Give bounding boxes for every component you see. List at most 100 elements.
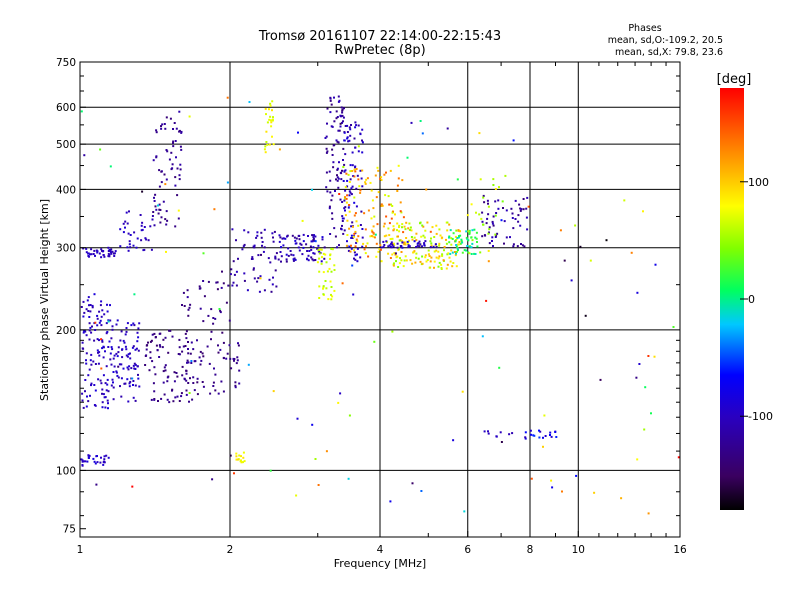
data-point xyxy=(226,352,229,355)
data-point xyxy=(221,331,224,334)
data-point xyxy=(96,250,99,253)
data-point xyxy=(494,233,497,236)
data-point xyxy=(202,320,205,323)
data-point xyxy=(131,377,134,380)
data-point xyxy=(454,235,457,238)
data-point xyxy=(270,125,273,128)
data-point xyxy=(347,173,350,176)
data-point xyxy=(130,367,133,370)
data-point xyxy=(343,207,346,210)
data-point xyxy=(164,183,167,186)
data-point xyxy=(192,348,195,351)
data-point xyxy=(263,289,266,292)
data-point xyxy=(270,121,273,124)
data-point xyxy=(526,228,529,231)
x-tick-label: 6 xyxy=(464,544,471,556)
data-point xyxy=(330,293,332,296)
data-point xyxy=(311,234,314,237)
data-point xyxy=(186,296,189,299)
data-point xyxy=(554,431,557,433)
data-point xyxy=(350,234,353,237)
data-point xyxy=(488,228,491,231)
data-point xyxy=(81,464,84,466)
data-point xyxy=(185,389,188,392)
data-point xyxy=(86,395,88,398)
data-point xyxy=(353,249,355,252)
data-point xyxy=(265,130,268,133)
data-point xyxy=(392,245,395,248)
data-point xyxy=(382,240,385,243)
data-point xyxy=(298,249,301,252)
data-point xyxy=(113,365,116,368)
data-point xyxy=(113,354,116,357)
data-point xyxy=(85,308,88,311)
data-point xyxy=(319,248,322,251)
data-point xyxy=(491,220,494,223)
data-point xyxy=(408,228,411,231)
data-point xyxy=(415,232,418,235)
data-point xyxy=(429,260,432,263)
data-point xyxy=(83,329,86,332)
data-point xyxy=(112,386,115,389)
data-point xyxy=(179,168,182,171)
data-point xyxy=(329,233,332,235)
data-point xyxy=(175,372,178,374)
data-point xyxy=(410,236,413,238)
data-point xyxy=(391,243,394,246)
data-point xyxy=(525,216,528,219)
data-point xyxy=(243,460,246,463)
data-point xyxy=(605,239,608,242)
data-point xyxy=(262,250,265,253)
data-point xyxy=(135,347,138,350)
data-point xyxy=(430,244,433,247)
data-point xyxy=(137,336,140,339)
data-point xyxy=(407,227,410,230)
data-point xyxy=(162,200,165,203)
data-point xyxy=(380,260,383,263)
y-tick-label: 300 xyxy=(56,243,76,255)
data-point xyxy=(233,358,236,360)
data-point xyxy=(443,249,445,252)
data-point xyxy=(409,259,412,262)
data-point xyxy=(410,121,413,124)
data-point xyxy=(106,310,109,313)
data-point xyxy=(172,128,174,130)
data-point xyxy=(107,252,110,255)
data-point xyxy=(129,234,132,236)
data-point xyxy=(391,237,394,240)
data-point xyxy=(475,211,477,214)
data-point xyxy=(491,222,494,225)
data-point xyxy=(86,460,89,463)
data-point xyxy=(511,212,514,215)
data-point xyxy=(134,363,137,366)
data-point xyxy=(311,258,314,261)
data-point xyxy=(543,414,546,417)
data-point xyxy=(370,235,373,237)
data-point xyxy=(372,232,375,235)
data-point xyxy=(379,248,382,251)
data-point xyxy=(107,402,109,405)
data-point xyxy=(481,220,484,223)
data-point xyxy=(139,214,142,216)
data-point xyxy=(328,205,331,208)
data-point xyxy=(342,120,344,123)
data-point xyxy=(494,188,497,190)
x-tick-label: 8 xyxy=(527,544,534,556)
data-point xyxy=(322,271,325,274)
data-point xyxy=(92,253,95,255)
data-point xyxy=(351,170,354,172)
data-point xyxy=(432,245,435,248)
data-point xyxy=(333,120,336,123)
data-point xyxy=(240,455,242,458)
data-point xyxy=(173,122,176,124)
data-point xyxy=(93,339,96,342)
data-point xyxy=(285,260,288,263)
data-point xyxy=(170,168,173,171)
data-point xyxy=(160,216,163,219)
data-point xyxy=(313,239,316,242)
data-point xyxy=(171,163,174,166)
data-point xyxy=(341,201,344,203)
data-point xyxy=(202,280,205,282)
data-point xyxy=(295,237,298,240)
data-point xyxy=(329,280,332,283)
